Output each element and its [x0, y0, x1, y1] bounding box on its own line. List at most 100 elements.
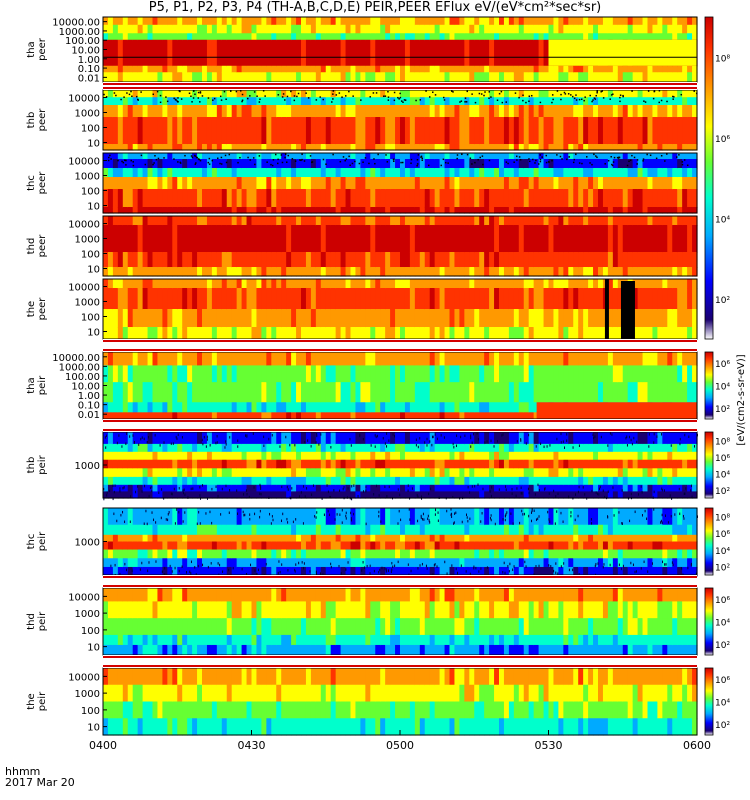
xtick-4: 0600: [683, 739, 711, 752]
panel-thb_peer: thb peer 10000 1000 100 10: [26, 89, 698, 151]
ytick-thc_peer-1: 1000: [75, 172, 100, 183]
panel-label-the_peer-1: peer: [37, 297, 48, 321]
colorbar-tick-3-2: 10⁴: [715, 547, 730, 557]
ytick-thc_peer-3: 10: [87, 202, 100, 213]
panel-label-thb_peir-0: thb: [26, 457, 37, 474]
ytick-tha_peer-4: 1.00: [78, 55, 100, 66]
colorbar-tick-2-2: 10⁴: [715, 470, 730, 480]
panel-thd_peer: thd peer 10000 1000 100 10: [26, 215, 698, 277]
panel-gap-0: [103, 82, 697, 90]
ytick-the_peir-3: 10: [87, 723, 100, 734]
xtick-2: 0500: [386, 739, 414, 752]
panel-the_peir: the peir 10000 1000 100 10: [26, 667, 698, 736]
heatmap-thc_peir: [103, 508, 698, 578]
colorbar-2: 10⁸ 10⁶ 10⁴ 10²: [704, 431, 730, 499]
heatmap-the_peir: [103, 668, 698, 736]
ytick-tha_peer-0: 10000.00: [52, 18, 100, 29]
ytick-thc_peer-0: 10000: [68, 157, 100, 168]
ytick-tha_peer-6: 0.01: [78, 73, 100, 84]
ytick-tha_peer-3: 10.00: [71, 46, 100, 57]
panel-label-thd_peir-0: thd: [26, 613, 37, 630]
ytick-thd_peer-1: 1000: [75, 235, 100, 246]
colorbar-1: 10⁶ 10⁴ 10²: [704, 351, 730, 420]
xtick-1: 0430: [238, 739, 266, 752]
panel-gap-1: [103, 339, 697, 352]
panel-label-thb_peer-1: peer: [37, 108, 48, 132]
frame-thc_peer: [102, 152, 698, 214]
panel-label-tha_peir-0: tha: [26, 377, 37, 393]
colorbar-4: 10⁶ 10⁴ 10²: [704, 587, 730, 656]
colorbar-tick-3-3: 10²: [715, 564, 730, 574]
panel-label-tha_peer-1: peer: [37, 37, 48, 61]
heatmap-thb_peir: [103, 432, 698, 501]
panel-tha_peir: tha peir 10000.001000.00100.0010.001.000.1…: [26, 351, 698, 421]
panel-label-thc_peer-1: peer: [37, 171, 48, 195]
panel-thc_peir: thc peir 1000: [26, 507, 698, 578]
ytick-the_peir-1: 1000: [75, 689, 100, 700]
colorbar-5: 10⁶ 10⁴ 10²: [704, 667, 730, 736]
colorbar-tick-1-0: 10⁶: [715, 360, 730, 370]
time-format-label: hhmm: [5, 765, 41, 778]
ytick-thb_peer-2: 100: [81, 124, 100, 135]
colorbar-tick-0-0: 10⁸: [715, 54, 730, 64]
colorbar-tick-1-2: 10²: [715, 405, 730, 415]
colorbar-tick-2-3: 10²: [715, 487, 730, 497]
colorbar-3: 10⁸ 10⁶ 10⁴ 10²: [704, 507, 730, 576]
xtick-3: 0530: [535, 739, 563, 752]
ytick-tha_peir-3: 10.00: [71, 382, 100, 393]
xtick-0: 0400: [89, 739, 117, 752]
colorbar-tick-0-3: 10²: [715, 296, 730, 306]
panel-thc_peer: thc peer 10000 1000 100 10: [26, 152, 698, 214]
ytick-tha_peir-1: 1000.00: [59, 362, 100, 373]
ytick-thd_peir-1: 1000: [75, 609, 100, 620]
colorbar-tick-5-0: 10⁶: [715, 676, 730, 686]
colorbar-unit-label: [eV/(cm2-s-sr-eV)]: [736, 354, 747, 445]
panel-thd_peir: thd peir 10000 1000 100 10: [26, 587, 698, 656]
ytick-tha_peer-5: 0.10: [78, 64, 100, 75]
ytick-thd_peir-3: 10: [87, 643, 100, 654]
heatmap-thb_peer: [103, 90, 698, 151]
panel-label-thc_peer-0: thc: [26, 175, 37, 191]
panel-tha_peer: tha peer 10000.001000.00100.0010.001.000.1…: [26, 16, 698, 84]
heatmap-the_peer: [103, 279, 698, 340]
ytick-thd_peer-2: 100: [81, 250, 100, 261]
panel-label-thc_peir-0: thc: [26, 534, 37, 550]
ytick-thc_peer-2: 100: [81, 187, 100, 198]
ytick-the_peir-2: 100: [81, 706, 100, 717]
ytick-the_peer-2: 100: [81, 313, 100, 324]
panel-thb_peir: thb peir 1000: [26, 431, 698, 501]
colorbar-tick-5-2: 10²: [715, 721, 730, 731]
ytick-thb_peir-0: 1000: [75, 461, 100, 472]
panel-label-thb_peer-0: thb: [26, 112, 37, 129]
colorbar-tick-4-1: 10⁴: [715, 619, 730, 629]
colorbar-0: 10⁸ 10⁶ 10⁴ 10²: [704, 16, 730, 340]
colorbar-tick-3-0: 10⁸: [715, 513, 730, 523]
frame-thd_peer: [102, 215, 698, 277]
ytick-tha_peir-4: 1.00: [78, 391, 100, 402]
ytick-the_peir-0: 10000: [68, 672, 100, 683]
ytick-the_peer-0: 10000: [68, 283, 100, 294]
ytick-the_peer-3: 10: [87, 328, 100, 339]
plot-title: P5, P1, P2, P3, P4 (TH-A,B,C,D,E) PEIR,P…: [148, 0, 602, 15]
panel-gap-4: [103, 575, 697, 588]
panel-label-tha_peir-1: peir: [37, 375, 48, 395]
ytick-thb_peer-0: 10000: [68, 94, 100, 105]
ytick-tha_peer-1: 1000.00: [59, 27, 100, 38]
ytick-tha_peir-2: 100.00: [65, 372, 100, 383]
time-axis-label: hhmm 2017 Mar 20: [5, 766, 75, 788]
ytick-thd_peir-2: 100: [81, 626, 100, 637]
colorbar-tick-0-1: 10⁶: [715, 135, 730, 145]
colorbar-tick-4-2: 10²: [715, 641, 730, 651]
ytick-the_peer-1: 1000: [75, 298, 100, 309]
ytick-thd_peer-0: 10000: [68, 220, 100, 231]
time-axis: 0400 0430 0500 0530 0600: [89, 730, 711, 752]
panel-label-tha_peer-0: tha: [26, 41, 37, 57]
heatmap-thd_peer: [103, 216, 698, 277]
panel-gap-5: [103, 655, 697, 668]
colorbar-tick-1-1: 10⁴: [715, 383, 730, 393]
panel-label-thb_peir-1: peir: [37, 454, 48, 474]
ytick-tha_peir-0: 10000.00: [52, 353, 100, 364]
heatmap-thc_peer: [103, 153, 698, 214]
panel-label-the_peir-0: the: [26, 693, 37, 709]
